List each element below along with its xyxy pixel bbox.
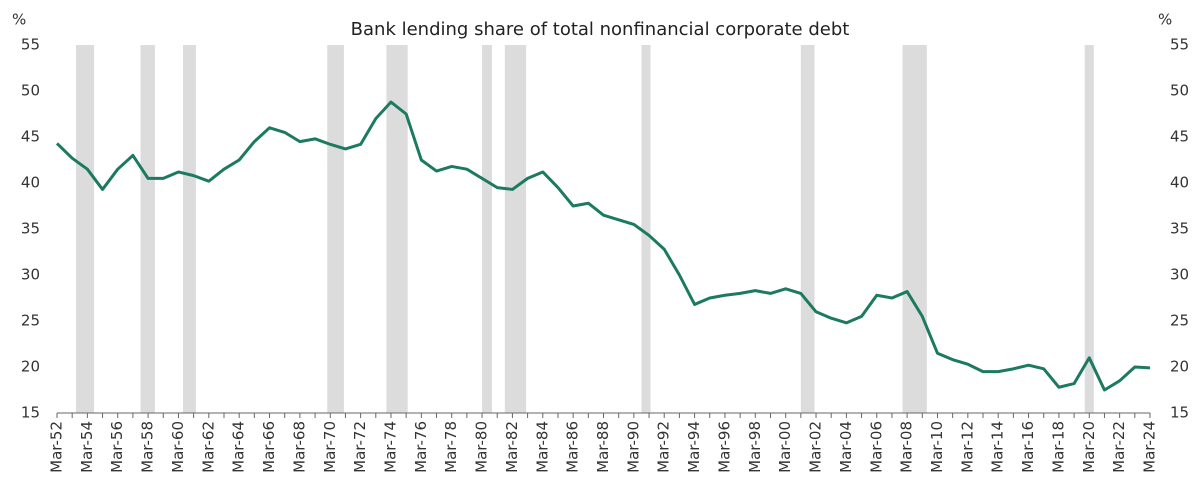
shaded-period [182, 45, 196, 413]
x-tick-label: Mar-04 [837, 421, 855, 473]
y2-tick-label: 35 [1170, 220, 1189, 238]
x-tick-label: Mar-92 [655, 421, 673, 473]
x-tick-label: Mar-08 [898, 421, 916, 473]
x-tick-label: Mar-56 [108, 421, 126, 473]
x-tick-label: Mar-64 [230, 421, 248, 473]
x-tick-label: Mar-06 [867, 421, 885, 473]
x-tick-label: Mar-22 [1110, 421, 1128, 473]
y-unit: % [12, 11, 26, 29]
x-tick-label: Mar-90 [624, 421, 642, 473]
shaded-period [504, 45, 527, 413]
y2-tick-label: 20 [1170, 358, 1189, 376]
shaded-period [75, 45, 95, 413]
x-tick-label: Mar-72 [351, 421, 369, 473]
shaded-period [327, 45, 344, 413]
x-tick-label: Mar-24 [1141, 421, 1159, 473]
shaded-period [641, 45, 651, 413]
x-tick-label: Mar-88 [594, 421, 612, 473]
x-tick-label: Mar-70 [321, 421, 339, 473]
x-tick-label: Mar-18 [1049, 421, 1067, 473]
shaded-period [1084, 45, 1094, 413]
y-tick-label: 15 [21, 404, 40, 422]
shaded-period [902, 45, 927, 413]
x-tick-label: Mar-54 [78, 421, 96, 473]
y-tick-label: 50 [21, 82, 40, 100]
y2-unit: % [1158, 11, 1172, 29]
x-tick-label: Mar-60 [169, 421, 187, 473]
data-line [55, 100, 1151, 392]
y2-tick-label: 25 [1170, 312, 1189, 330]
y-tick-label: 20 [21, 358, 40, 376]
y2-tick-label: 30 [1170, 266, 1189, 284]
x-tick-label: Mar-80 [473, 421, 491, 473]
x-tick-label: Mar-12 [958, 421, 976, 473]
x-tick-label: Mar-62 [199, 421, 217, 473]
shaded-period [800, 45, 815, 413]
y2-tick-label: 15 [1170, 404, 1189, 422]
x-tick-label: Mar-00 [776, 421, 794, 473]
y-tick-label: 35 [21, 220, 40, 238]
chart-title: Bank lending share of total nonfinancial… [351, 19, 850, 40]
y2-tick-label: 40 [1170, 174, 1189, 192]
x-tick-label: Mar-14 [989, 421, 1007, 473]
y2-tick-label: 45 [1170, 128, 1189, 146]
x-tick-label: Mar-52 [48, 421, 66, 473]
y-tick-label: 45 [21, 128, 40, 146]
x-tick-label: Mar-86 [564, 421, 582, 473]
x-tick-label: Mar-94 [685, 421, 703, 473]
x-tick-label: Mar-10 [928, 421, 946, 473]
x-tick-label: Mar-78 [442, 421, 460, 473]
y-tick-label: 40 [21, 174, 40, 192]
x-tick-label: Mar-96 [715, 421, 733, 473]
x-tick-label: Mar-74 [381, 421, 399, 473]
x-tick-label: Mar-66 [260, 421, 278, 473]
x-tick-label: Mar-98 [746, 421, 764, 473]
y2-tick-label: 55 [1170, 36, 1189, 54]
x-tick-label: Mar-82 [503, 421, 521, 473]
x-tick-label: Mar-76 [412, 421, 430, 473]
x-tick-label: Mar-20 [1080, 421, 1098, 473]
shaded-period [482, 45, 492, 413]
shaded-period [386, 45, 408, 413]
shaded-period [140, 45, 155, 413]
y-tick-label: 25 [21, 312, 40, 330]
x-tick-label: Mar-68 [290, 421, 308, 473]
y-tick-label: 30 [21, 266, 40, 284]
x-tick-label: Mar-02 [807, 421, 825, 473]
y2-tick-label: 50 [1170, 82, 1189, 100]
y-tick-label: 55 [21, 36, 40, 54]
x-tick-label: Mar-84 [533, 421, 551, 473]
x-tick-label: Mar-16 [1019, 421, 1037, 473]
x-tick-label: Mar-58 [139, 421, 157, 473]
